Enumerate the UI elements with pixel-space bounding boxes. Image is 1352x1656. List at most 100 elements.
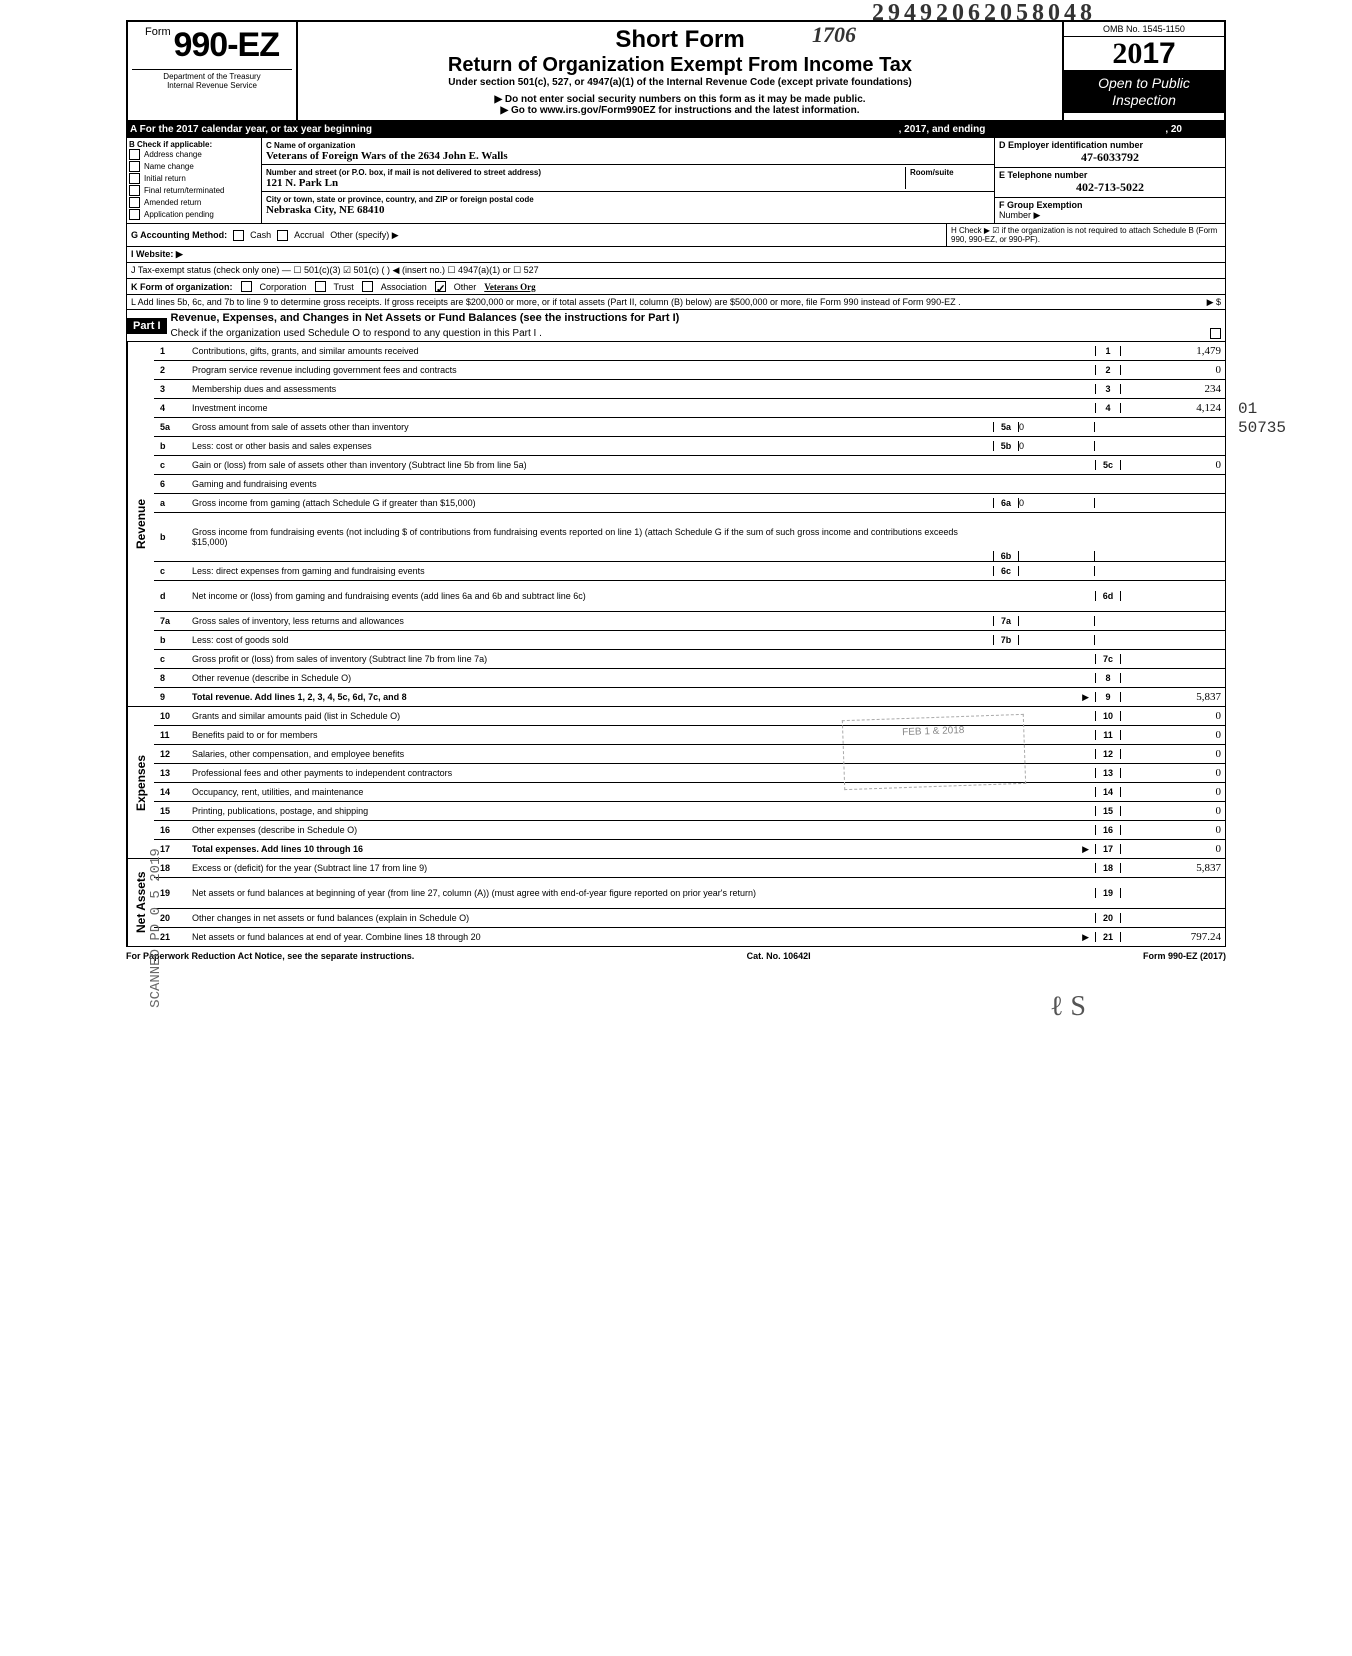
line21-amt: 797.24 — [1121, 931, 1225, 943]
row-a: A For the 2017 calendar year, or tax yea… — [126, 122, 1226, 137]
side-revenue: Revenue — [127, 342, 154, 706]
line19-desc: Net assets or fund balances at beginning… — [188, 886, 1095, 900]
checkbox-pending[interactable] — [129, 209, 140, 220]
row-j: J Tax-exempt status (check only one) — ☐… — [126, 263, 1226, 279]
line10-amt: 0 — [1121, 710, 1225, 722]
line6a-midval: 0 — [1019, 498, 1094, 508]
line14-amt: 0 — [1121, 786, 1225, 798]
line6b-desc: Gross income from fundraising events (no… — [188, 525, 993, 549]
margin-right-nums: 01 50735 — [1238, 400, 1286, 438]
row-k: K Form of organization: Corporation Trus… — [126, 279, 1226, 295]
line7b-desc: Less: cost of goods sold — [188, 633, 993, 647]
line8-desc: Other revenue (describe in Schedule O) — [188, 671, 1095, 685]
check-column-b: B Check if applicable: Address change Na… — [127, 138, 262, 223]
year-bold: 17 — [1142, 37, 1175, 70]
open-public: Open to Public — [1066, 75, 1222, 92]
line5a-desc: Gross amount from sale of assets other t… — [188, 420, 993, 434]
part1-label: Part I — [127, 318, 167, 334]
line6a-desc: Gross income from gaming (attach Schedul… — [188, 496, 993, 510]
line1-desc: Contributions, gifts, grants, and simila… — [188, 344, 1095, 358]
margin-num-1: 01 — [1238, 400, 1286, 419]
checkbox-trust[interactable] — [315, 281, 326, 292]
org-name: Veterans of Foreign Wars of the 2634 Joh… — [266, 150, 508, 162]
check-initial: Initial return — [144, 174, 186, 183]
check-name: Name change — [144, 162, 194, 171]
line5b-desc: Less: cost or other basis and sales expe… — [188, 439, 993, 453]
city-label: City or town, state or province, country… — [266, 195, 534, 204]
line4-desc: Investment income — [188, 401, 1095, 415]
check-final: Final return/terminated — [144, 186, 224, 195]
line17-amt: 0 — [1121, 843, 1225, 855]
line4-amt: 4,124 — [1121, 402, 1225, 414]
checkbox-other[interactable]: ✓ — [435, 281, 446, 292]
g-accrual: Accrual — [294, 230, 324, 240]
revenue-section: Revenue 1Contributions, gifts, grants, a… — [126, 342, 1226, 707]
right-info-column: D Employer identification number 47-6033… — [995, 138, 1225, 223]
check-amended: Amended return — [144, 198, 201, 207]
phone-value: 402-713-5022 — [999, 180, 1221, 195]
stamp-text: FEB 1 & 2018 — [843, 723, 1023, 740]
line3-amt: 234 — [1121, 383, 1225, 395]
check-b-header: B Check if applicable: — [129, 140, 259, 149]
line21-desc: Net assets or fund balances at end of ye… — [188, 930, 1082, 944]
checkbox-schedule-o[interactable] — [1210, 328, 1221, 339]
netassets-lines: 18Excess or (deficit) for the year (Subt… — [154, 859, 1225, 946]
footer-row: For Paperwork Reduction Act Notice, see … — [126, 947, 1226, 961]
phone-label: E Telephone number — [999, 170, 1087, 180]
group-number: Number ▶ — [999, 210, 1040, 220]
form-header: Form 990-EZ Department of the Treasury I… — [126, 20, 1226, 122]
line15-desc: Printing, publications, postage, and shi… — [188, 804, 1095, 818]
line6-desc: Gaming and fundraising events — [188, 477, 1095, 491]
checkbox-name-change[interactable] — [129, 161, 140, 172]
g-cash: Cash — [250, 230, 271, 240]
line16-desc: Other expenses (describe in Schedule O) — [188, 823, 1095, 837]
form-number: 990-EZ — [173, 26, 279, 64]
return-title: Return of Organization Exempt From Incom… — [302, 54, 1058, 77]
check-pending: Application pending — [144, 210, 214, 219]
line5a-midval: 0 — [1019, 422, 1094, 432]
row-a-left: A For the 2017 calendar year, or tax yea… — [130, 124, 372, 135]
checkbox-assoc[interactable] — [362, 281, 373, 292]
form-prefix: Form — [145, 26, 171, 38]
footer-center: Cat. No. 10642I — [747, 951, 811, 961]
row-a-right: , 20 — [1165, 124, 1182, 135]
city-value: Nebraska City, NE 68410 — [266, 204, 385, 216]
line18-desc: Excess or (deficit) for the year (Subtra… — [188, 861, 1095, 875]
line7a-desc: Gross sales of inventory, less returns a… — [188, 614, 993, 628]
k-assoc: Association — [381, 282, 427, 292]
name-label: C Name of organization — [266, 141, 355, 150]
checkbox-corp[interactable] — [241, 281, 252, 292]
line7c-desc: Gross profit or (loss) from sales of inv… — [188, 652, 1095, 666]
footer-left: For Paperwork Reduction Act Notice, see … — [126, 951, 414, 961]
line1-amt: 1,479 — [1121, 345, 1225, 357]
part1-title: Revenue, Expenses, and Changes in Net As… — [167, 310, 1225, 326]
row-i-label: I Website: ▶ — [127, 247, 187, 262]
k-hand: Veterans Org — [484, 282, 535, 292]
k-other: Other — [454, 282, 477, 292]
line18-amt: 5,837 — [1121, 862, 1225, 874]
dept-treasury: Department of the Treasury — [132, 72, 292, 81]
row-l-text: L Add lines 5b, 6c, and 7b to line 9 to … — [127, 295, 965, 309]
form-left: Form 990-EZ Department of the Treasury I… — [128, 22, 298, 120]
checkbox-cash[interactable] — [233, 230, 244, 241]
checkbox-final[interactable] — [129, 185, 140, 196]
irs-label: Internal Revenue Service — [132, 81, 292, 90]
checkbox-accrual[interactable] — [277, 230, 288, 241]
checkbox-address-change[interactable] — [129, 149, 140, 160]
inspection: Inspection — [1066, 92, 1222, 109]
scanned-left-margin: SCANNED PD 0 5 2019 — [148, 848, 164, 1008]
revenue-lines: 1Contributions, gifts, grants, and simil… — [154, 342, 1225, 706]
line12-amt: 0 — [1121, 748, 1225, 760]
addr-label: Number and street (or P.O. box, if mail … — [266, 168, 541, 177]
ein-value: 47-6033792 — [999, 150, 1221, 165]
checkbox-amended[interactable] — [129, 197, 140, 208]
check-address: Address change — [144, 150, 202, 159]
g-label: G Accounting Method: — [131, 230, 227, 240]
margin-num-2: 50735 — [1238, 419, 1286, 438]
line14-desc: Occupancy, rent, utilities, and maintena… — [188, 785, 1095, 799]
line16-amt: 0 — [1121, 824, 1225, 836]
row-g-h: G Accounting Method: Cash Accrual Other … — [126, 224, 1226, 247]
short-form-title: Short Form — [302, 26, 1058, 54]
checkbox-initial[interactable] — [129, 173, 140, 184]
group-label: F Group Exemption — [999, 200, 1083, 210]
